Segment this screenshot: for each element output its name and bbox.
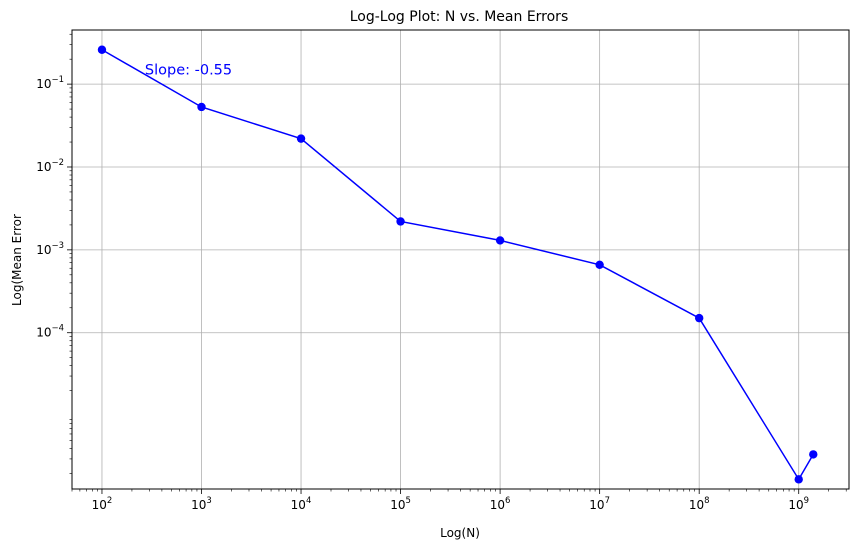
- data-point: [396, 217, 405, 226]
- x-tick-label: 105: [390, 496, 411, 512]
- x-tick-label: 103: [191, 496, 212, 512]
- x-axis-label: Log(N): [440, 526, 480, 540]
- x-tick-label: 102: [92, 496, 113, 512]
- slope-annotation: Slope: -0.55: [145, 63, 232, 79]
- x-tick-label: 107: [589, 496, 610, 512]
- x-tick-label: 104: [291, 496, 312, 512]
- data-point: [495, 236, 505, 245]
- annotations: Slope: -0.55: [145, 63, 232, 79]
- x-tick-label: 108: [689, 496, 710, 512]
- series-line: [101, 49, 814, 481]
- x-tick-label: 106: [490, 496, 511, 512]
- y-tick-label: 10−3: [36, 241, 64, 257]
- data-point: [296, 134, 306, 143]
- data-point: [794, 475, 803, 484]
- data-point: [809, 450, 818, 459]
- ticks: 102 103 104 105 106 107 108 109 10−1 10−2 10−3 10−4: [36, 33, 847, 512]
- data-point: [694, 313, 704, 323]
- y-axis-label: Log(Mean Error: [10, 214, 24, 306]
- chart-title: Log-Log Plot: N vs. Mean Errors: [350, 9, 568, 25]
- series-layer: [97, 45, 818, 484]
- data-point: [97, 45, 107, 54]
- data-point: [197, 102, 206, 112]
- data-point: [595, 260, 604, 270]
- y-tick-label: 10−1: [36, 75, 64, 91]
- x-tick-label: 109: [788, 496, 809, 512]
- grid: [72, 30, 849, 489]
- y-tick-label: 10−4: [36, 324, 64, 340]
- y-tick-label: 10−2: [36, 158, 64, 174]
